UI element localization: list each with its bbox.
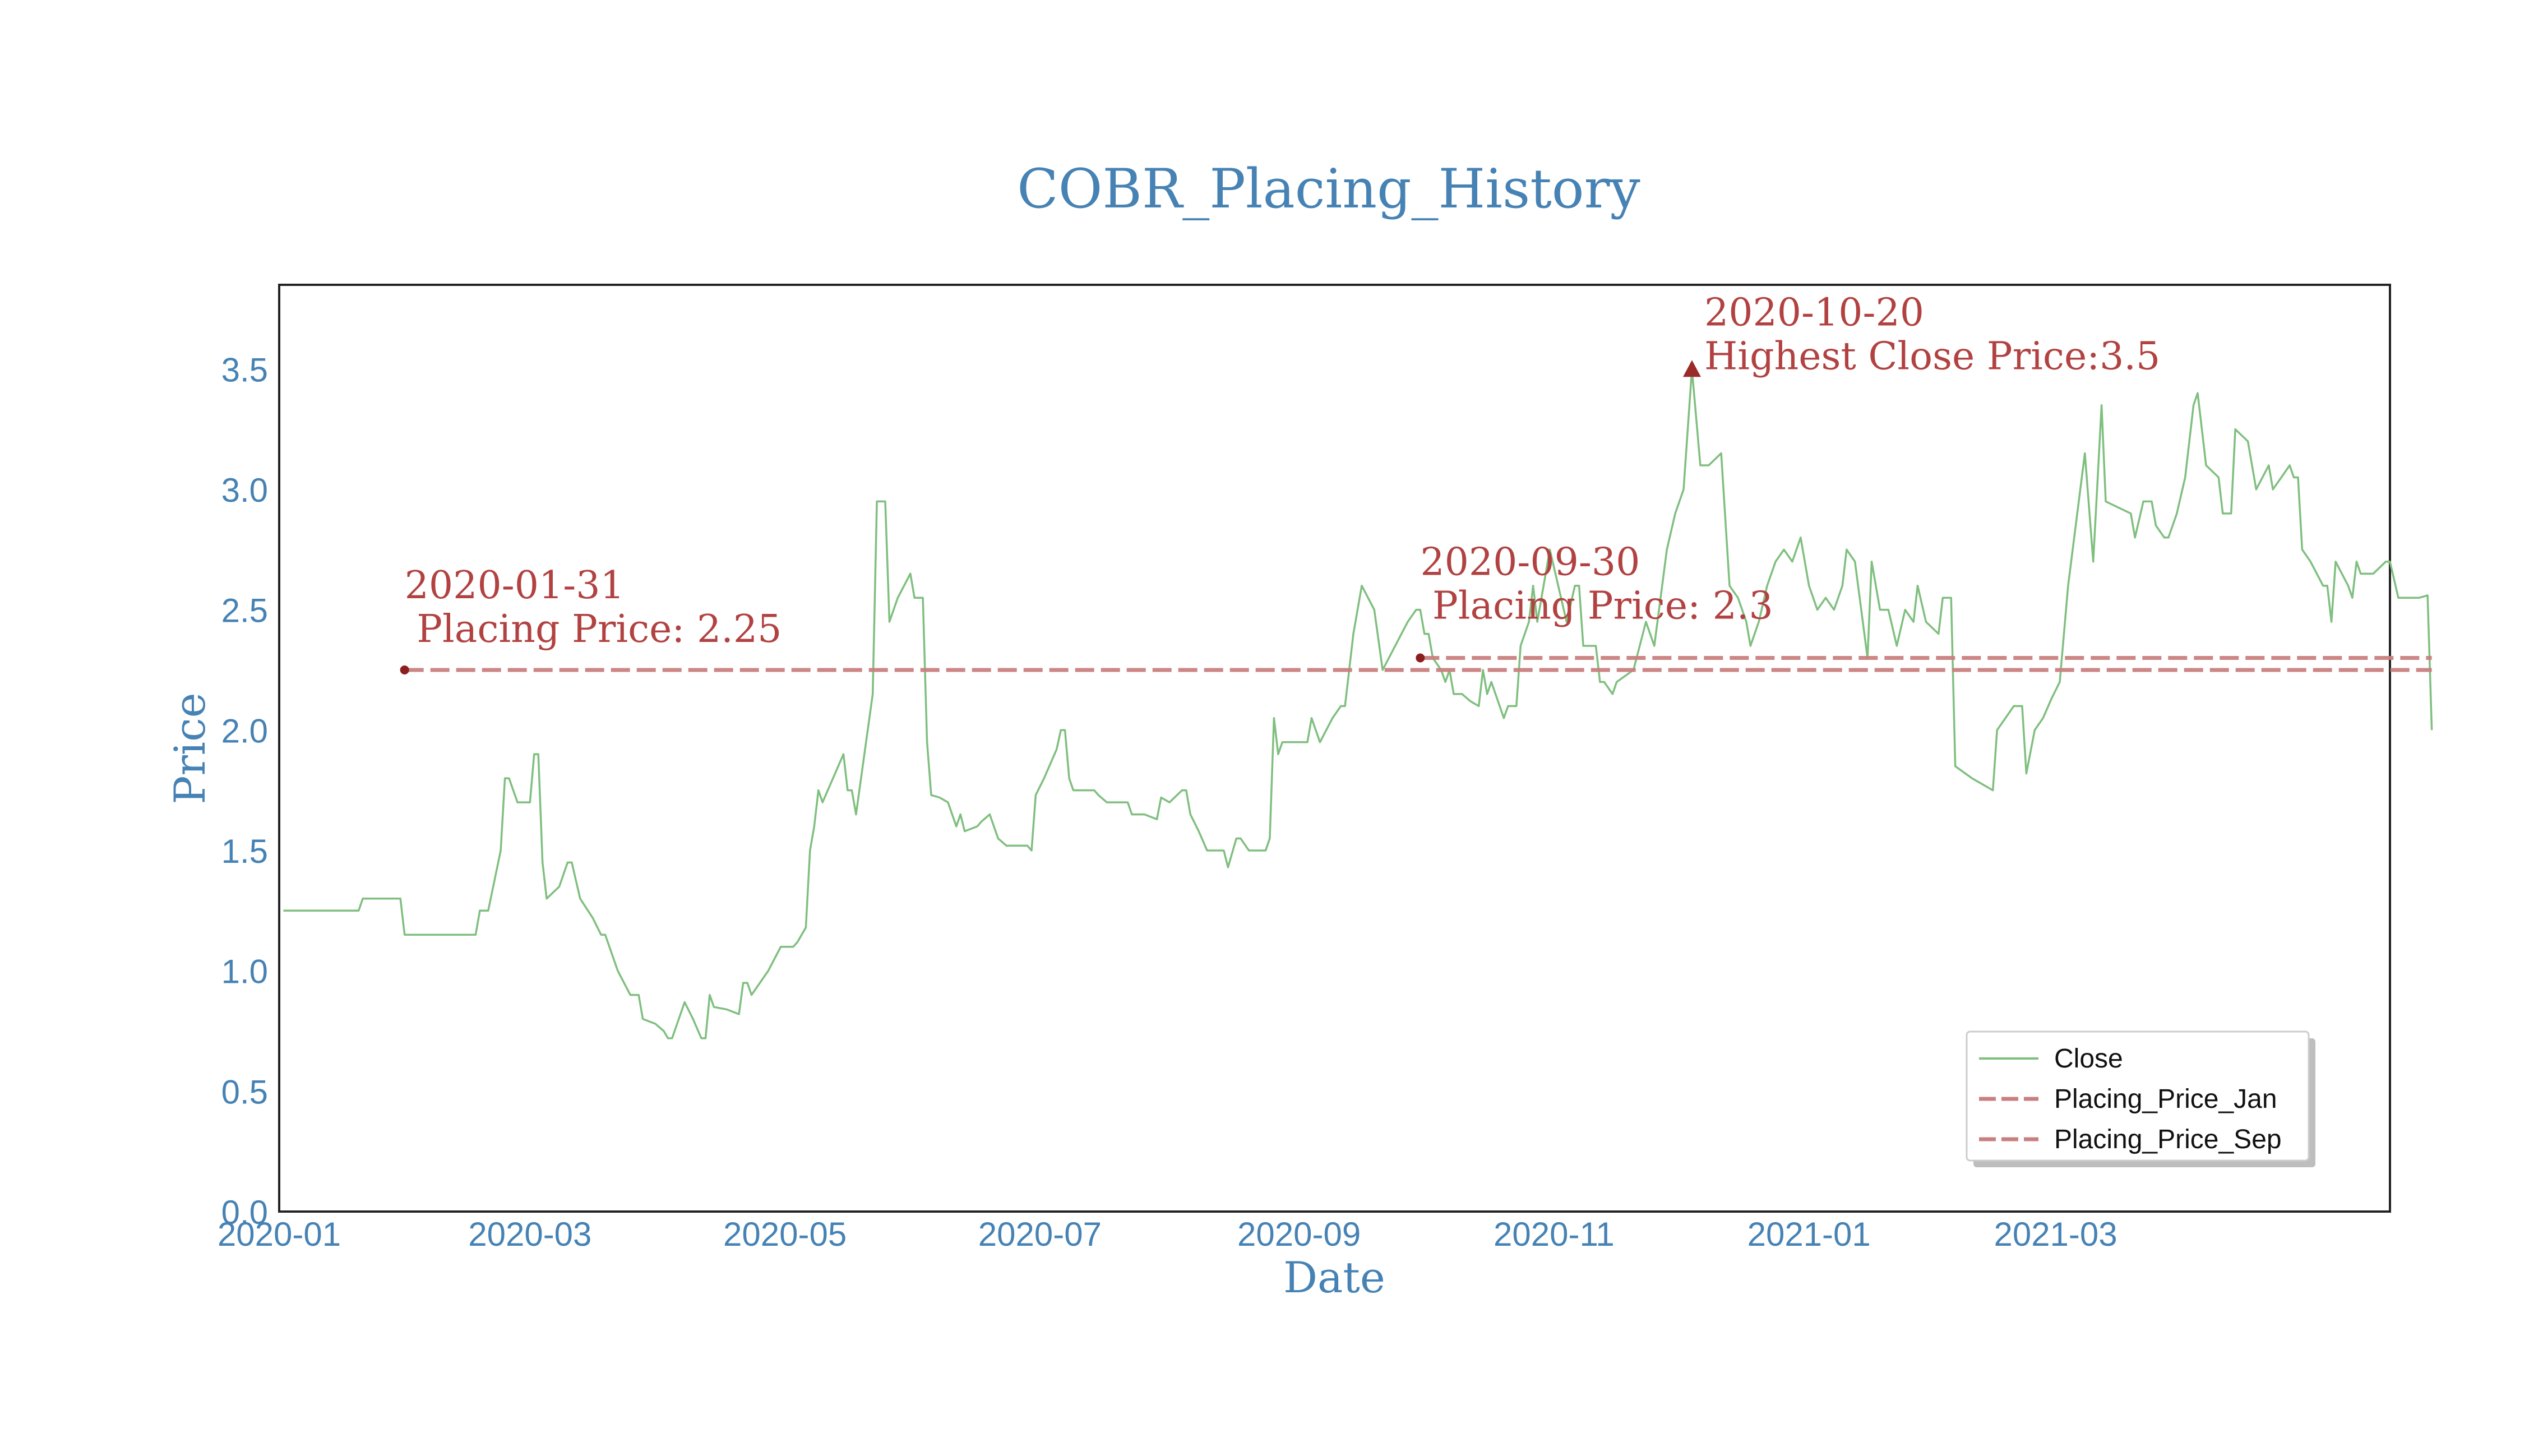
annotation-text: Placing Price: 2.3 (1420, 584, 1773, 628)
axis-ticks: 2020-01 2020-03 2020-05 2020-07 2020-09 2020-… (218, 351, 2117, 1253)
y-tick-label: 2.0 (221, 712, 268, 750)
x-axis-label: Date (1283, 1252, 1385, 1302)
annotation-text: Highest Close Price:3.5 (1704, 334, 2160, 378)
plot-frame (278, 284, 2391, 1213)
y-tick-label: 0.0 (221, 1194, 268, 1231)
x-tick-label: 2020-03 (468, 1215, 591, 1253)
legend: Close Placing_Price_Jan Placing_Price_Sep (1966, 1030, 2315, 1167)
series-line-close (283, 368, 2433, 1039)
placing-price-marker (1416, 653, 1425, 663)
legend-label: Placing_Price_Sep (2054, 1125, 2282, 1154)
annotation-text: Placing Price: 2.25 (405, 607, 782, 651)
annotation-text: 2020-01-31 (405, 563, 625, 608)
y-tick-label: 1.5 (221, 833, 268, 870)
x-tick-label: 2020-05 (723, 1215, 847, 1253)
annotation-text: 2020-10-20 (1704, 290, 1924, 335)
legend-box (1966, 1030, 2310, 1162)
y-tick-label: 3.0 (221, 472, 268, 509)
x-tick-label: 2020-11 (1494, 1215, 1615, 1253)
x-tick-label: 2020-09 (1237, 1215, 1361, 1253)
y-tick-label: 3.5 (221, 351, 268, 389)
annotations: 2020-01-31 Placing Price: 2.25 2020-09-30… (400, 290, 2160, 674)
y-axis-label: Price (165, 692, 215, 804)
x-tick-label: 2020-07 (978, 1215, 1102, 1253)
y-tick-label: 2.5 (221, 592, 268, 630)
placing-price-marker (400, 665, 409, 674)
x-tick-label: 2021-01 (1747, 1215, 1871, 1253)
legend-label: Close (2054, 1044, 2123, 1074)
x-tick-label: 2021-03 (1994, 1215, 2117, 1253)
legend-label: Placing_Price_Jan (2054, 1084, 2277, 1114)
x-tick-label: 2020-01 (218, 1215, 341, 1253)
y-tick-label: 1.0 (221, 953, 268, 991)
annotation-text: 2020-09-30 (1420, 540, 1640, 584)
plot-area (283, 368, 2433, 1039)
chart-title: COBR_Placing_History (1017, 158, 1640, 220)
highest-price-marker (1682, 360, 1701, 377)
y-tick-label: 0.5 (221, 1073, 268, 1111)
